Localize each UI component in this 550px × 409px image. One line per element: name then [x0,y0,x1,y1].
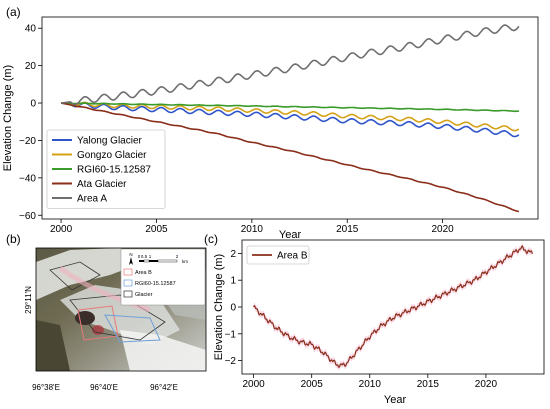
panel-a-y-tick-label: 20 [25,61,37,72]
map-latitude-label: 29°11'N [24,286,33,314]
legend-label-glacier: Glacier [135,292,153,298]
map-longitude-label-2: 96°40'E [90,383,118,392]
legend-label: Area A [77,194,107,205]
legend-label-area-b: Area B [135,270,152,276]
north-label: N [129,252,132,257]
scale-label-3: 2 [176,254,179,259]
panel-c-y-tick-label: 2 [230,249,236,260]
panel-a-legend: Yalong Glacier Gongzo Glacier RGI60-15.125… [46,129,166,209]
panel-c-y-tick-label: −2 [225,356,237,367]
panel-c-y-axis-label: Elevation Change (m) [213,254,225,360]
series-line-gongzo-glacier [61,101,520,132]
legend-label-rgi: RGI60-15.12587 [135,281,176,287]
map-frame [35,247,207,372]
series-line-rgi60-15-12587 [61,102,519,113]
legend-label: Yalong Glacier [77,136,143,147]
panel-a-x-tick-label: 2000 [50,224,73,235]
panel-a-x-tick-label: 2020 [431,224,454,235]
panel-a-y-tick-label: −40 [19,173,36,184]
panel-a-x-tick-label: 2015 [336,224,359,235]
map-longitude-label-3: 96°42'E [150,383,178,392]
legend-swatch-area-b [123,268,133,276]
panel-c-y-tick-label: 0 [230,303,236,314]
north-arrow-icon [129,257,133,265]
scale-label-1: 0.5 [141,254,148,259]
scale-bar [139,259,178,263]
panel-c-x-tick-label: 2005 [301,379,324,390]
panel-a-y-tick-label: 0 [30,99,36,110]
map-longitude-label-1: 96°38'E [32,383,60,392]
series-line-area-b [253,245,533,369]
panel-c-x-tick-label: 2015 [417,379,440,390]
panel-c-y-tick-label: −1 [225,329,237,340]
series-line-area-a [61,24,520,106]
panel-a-legend-box [46,129,166,209]
map-legend: N 0 0.5 1 2 km Area B RGI60-15.12587 Gla… [120,248,206,306]
panel-b-label: (b) [6,232,21,246]
panel-c-x-tick-label: 2010 [359,379,382,390]
panel-a-x-axis-label: Year [279,229,302,241]
panel-c-x-tick-label: 2020 [475,379,498,390]
panel-a-label: (a) [6,5,21,19]
legend-swatch-rgi [123,279,133,287]
panel-a-plot-area [41,16,539,220]
legend-label: RGI60-15.12587 [77,165,151,176]
legend-label: Area B [277,251,308,262]
panel-a-x-tick-label: 2005 [145,224,168,235]
panel-a-y-tick-label: −60 [19,211,36,222]
scale-label-0: 0 [138,254,141,259]
panel-c-x-tick-label: 2000 [242,379,265,390]
panel-c-label: (c) [204,232,218,246]
panel-c-legend: Area B [246,245,310,265]
scale-unit: km [182,259,188,264]
panel-a-y-tick-label: 40 [25,24,37,35]
panel-a-y-axis-label: Elevation Change (m) [2,65,14,171]
panel-a-y-tick-label: −20 [19,136,36,147]
legend-label: Ata Glacier [77,179,127,190]
scale-label-2: 1 [149,254,152,259]
panel-a-x-tick-label: 2010 [241,224,264,235]
series-line-ata-glacier [60,102,520,213]
panel-c-legend-box [246,245,310,265]
panel-c-y-tick-label: 1 [230,276,236,287]
legend-label: Gongzo Glacier [77,150,147,161]
panel-c-x-axis-label: Year [384,394,407,406]
legend-swatch-glacier [123,290,133,298]
series-line-yalong-glacier [61,102,520,138]
